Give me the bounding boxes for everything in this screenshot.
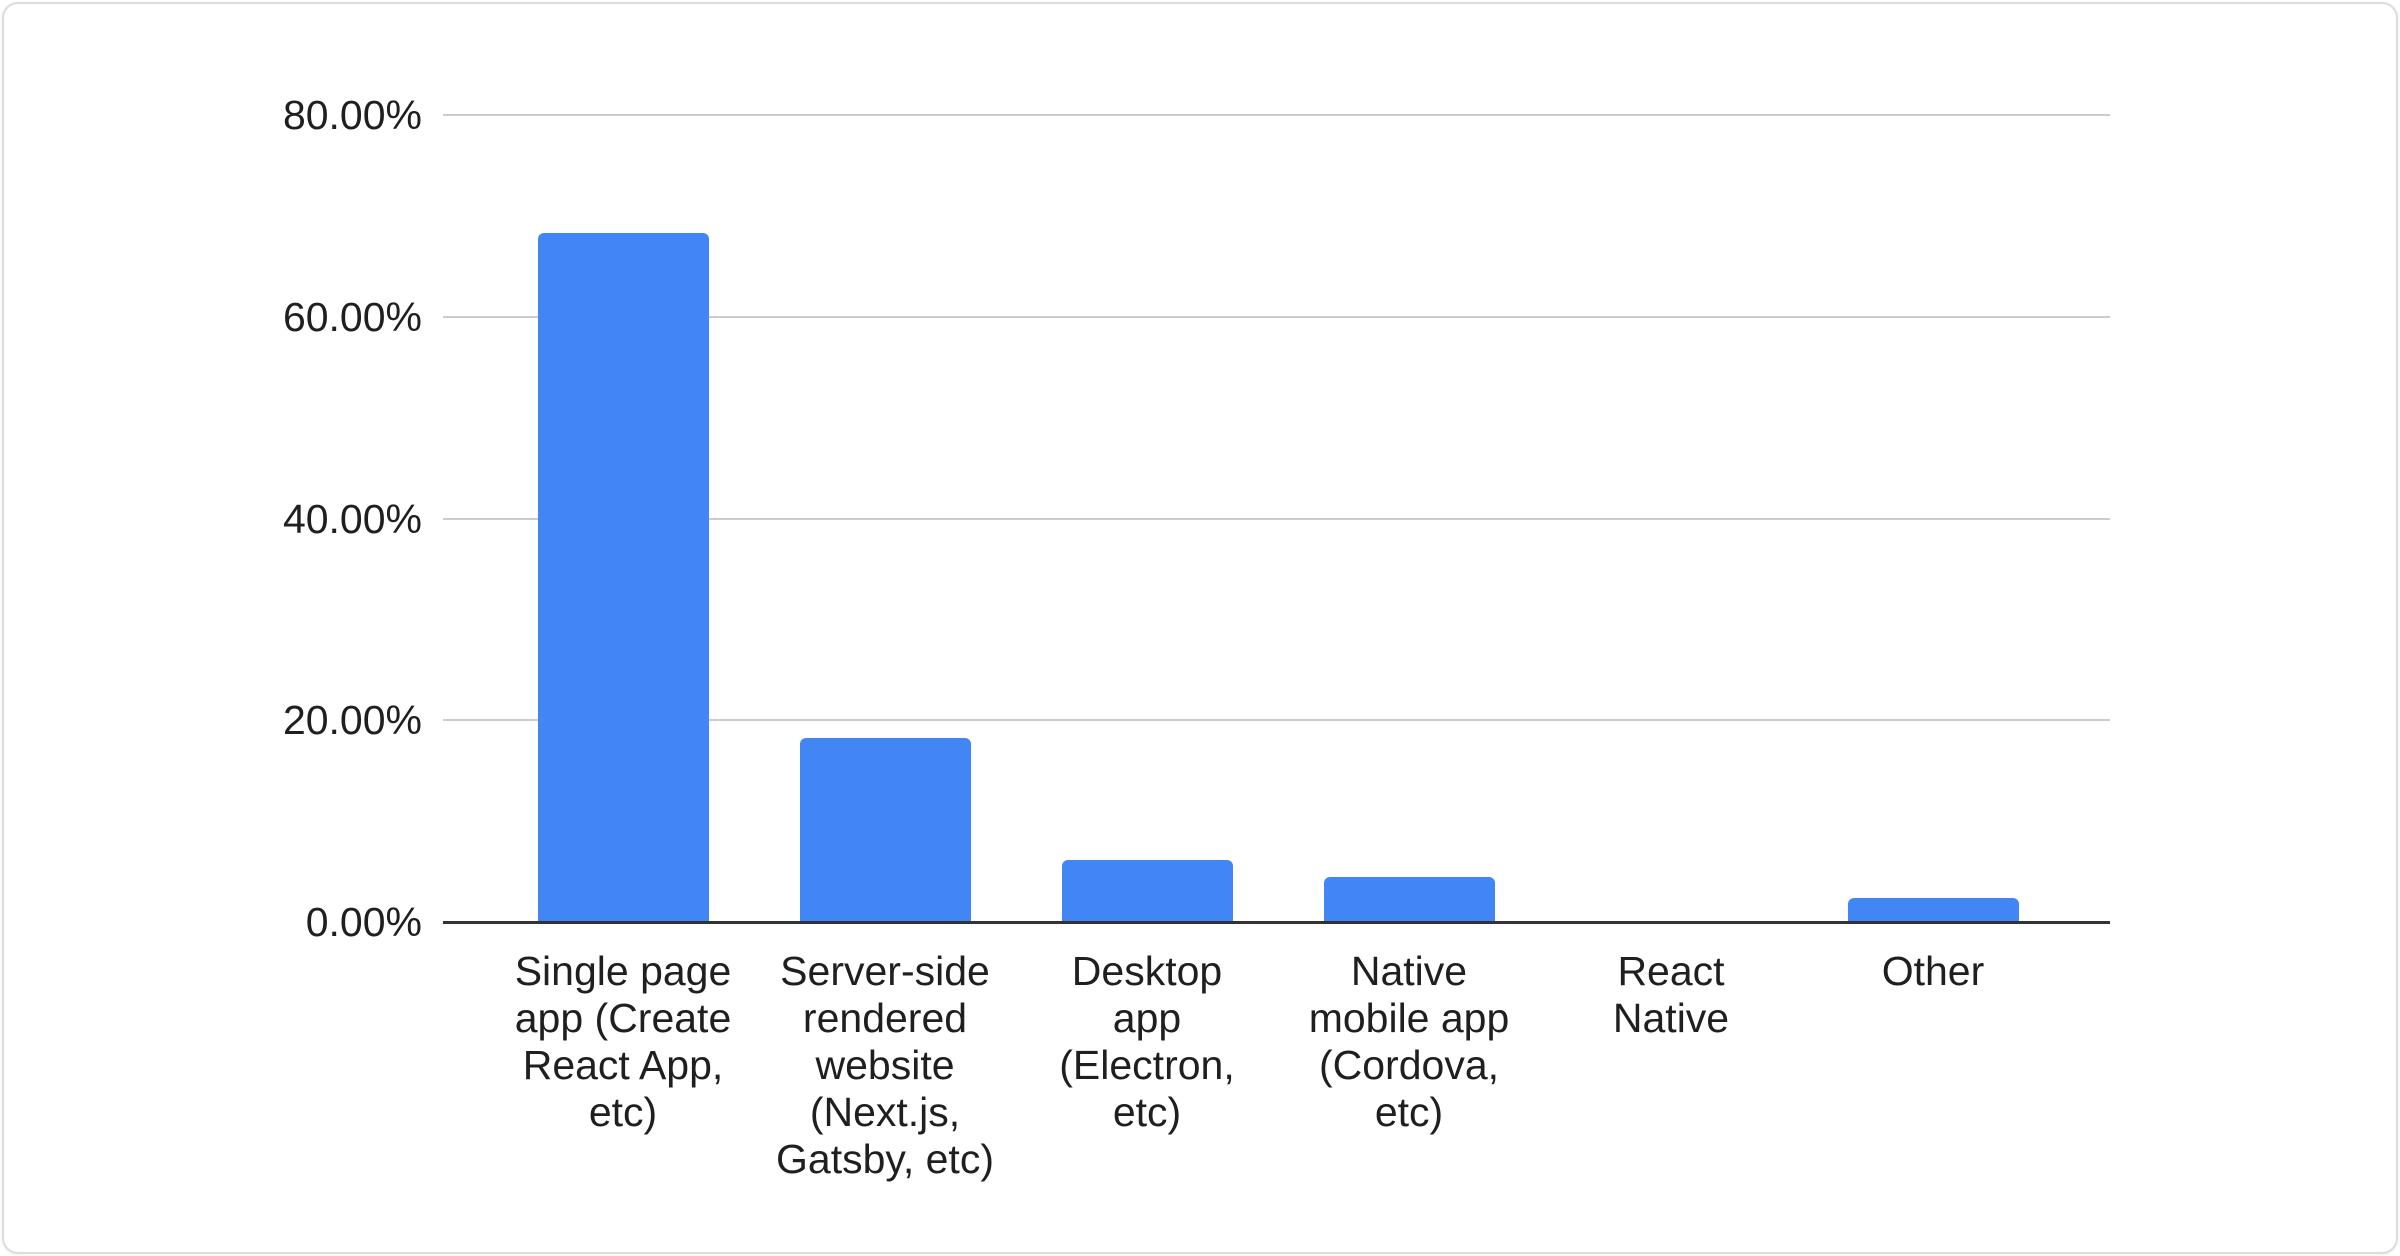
gridline <box>443 315 2110 318</box>
x-axis-category-label: Server-side rendered website (Next.js, G… <box>776 948 994 1182</box>
x-axis-line <box>443 921 2110 924</box>
x-axis-category-label: Single page app (Create React App, etc) <box>514 948 732 1135</box>
x-axis-category-label: Other <box>1881 948 1985 994</box>
bar <box>799 738 971 924</box>
bar <box>1323 876 1495 924</box>
y-axis-tick-label: 60.00% <box>282 293 422 340</box>
gridline <box>443 719 2110 722</box>
x-axis-category-label: Native mobile app (Cordova, etc) <box>1308 948 1510 1135</box>
bar <box>1061 860 1233 924</box>
x-axis-category-label: React Native <box>1612 948 1730 1041</box>
y-axis-tick-label: 20.00% <box>282 697 422 744</box>
gridline <box>443 517 2110 520</box>
bar <box>537 233 709 924</box>
y-axis-tick-label: 80.00% <box>282 92 422 138</box>
y-axis-tick-label: 0.00% <box>305 899 422 945</box>
y-axis-tick-label: 40.00% <box>282 495 422 542</box>
bar <box>1847 897 2019 924</box>
x-axis-category-label: Desktop app (Electron, etc) <box>1059 948 1235 1135</box>
gridline <box>443 114 2110 116</box>
